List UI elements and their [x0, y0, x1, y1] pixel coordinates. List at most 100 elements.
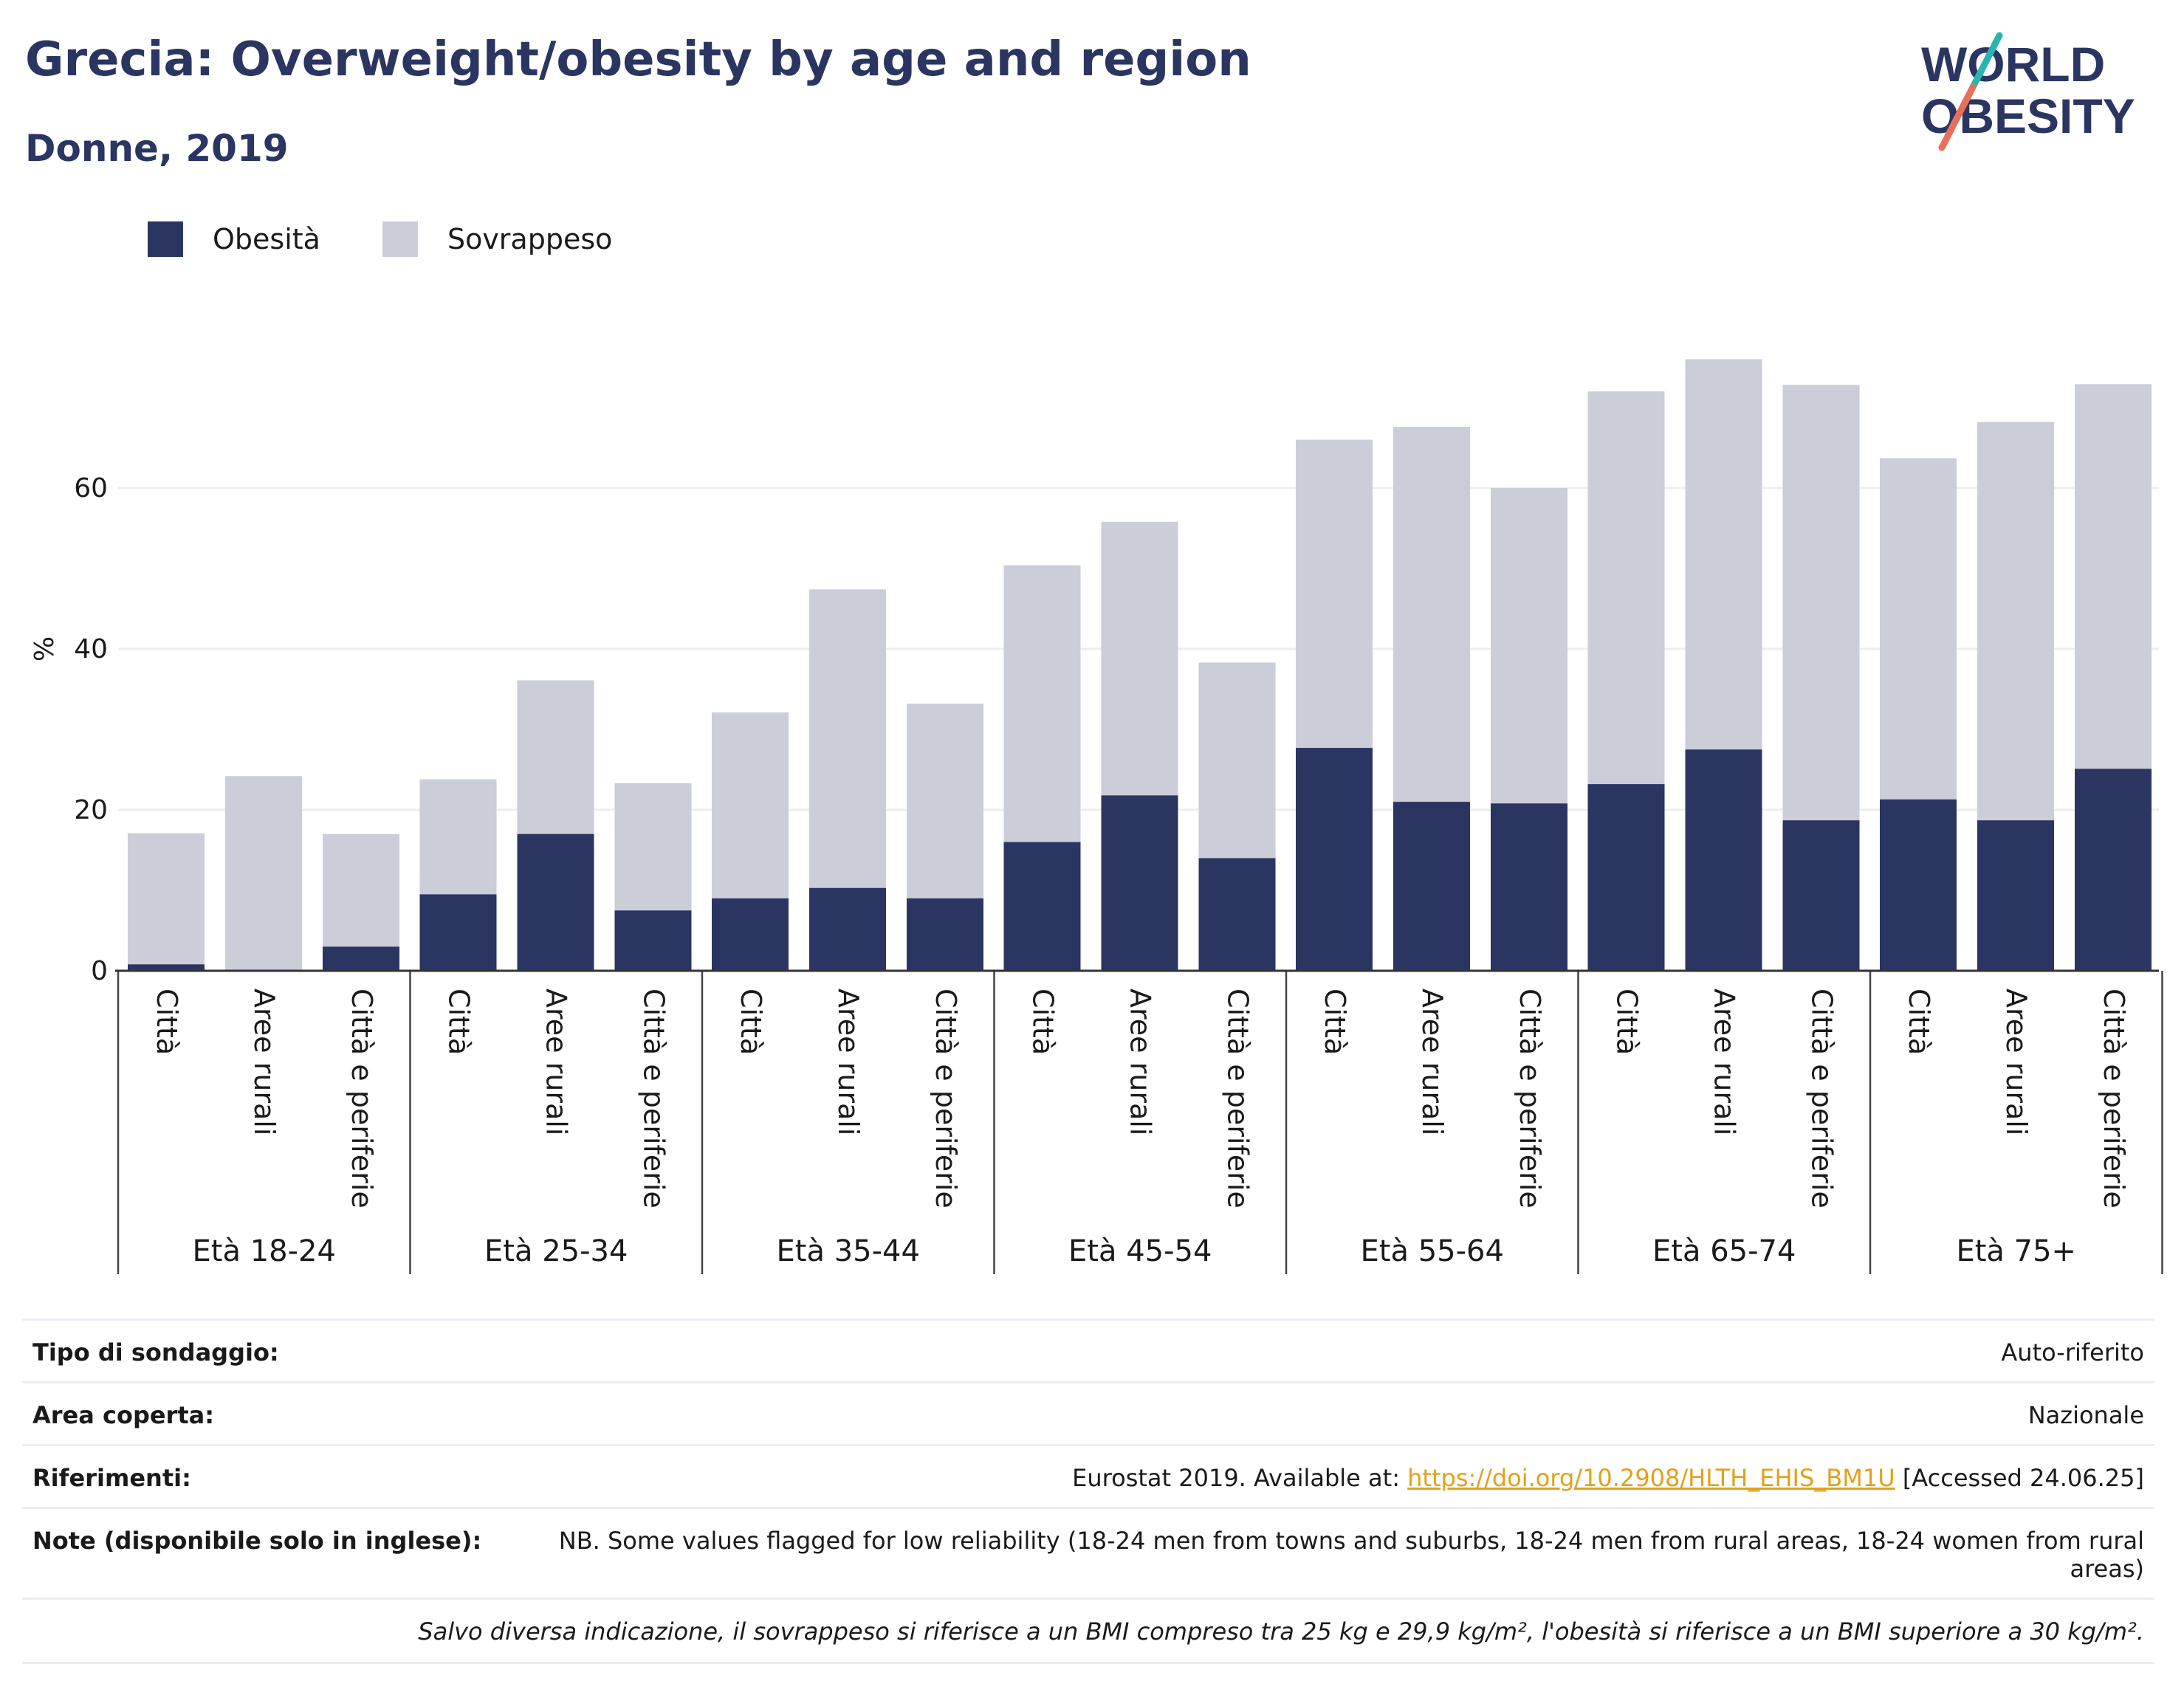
stacked-bar-chart: 0 20 40 60% Città Aree rurali Città e periferi…: [30, 359, 2163, 1274]
x-category-label: Città: [1611, 989, 1644, 1055]
bar-overweight[interactable]: [1587, 391, 1665, 785]
y-tick-label: 0: [91, 956, 108, 986]
bar-obesity[interactable]: [1393, 802, 1470, 971]
bar-overweight[interactable]: [809, 589, 886, 888]
x-category-label: Aree rurali: [248, 989, 281, 1135]
bar-obesity[interactable]: [419, 894, 497, 971]
bar-overweight[interactable]: [419, 779, 497, 895]
bar-overweight[interactable]: [1782, 385, 1860, 821]
info-row-area: Area coperta: Nazionale: [22, 1381, 2154, 1444]
bar-overweight[interactable]: [1491, 488, 1567, 804]
bar-overweight[interactable]: [614, 783, 692, 911]
y-tick-label: 60: [74, 473, 108, 503]
references-link[interactable]: https://doi.org/10.2908/HLTH_EHIS_BM1U: [1407, 1464, 1895, 1492]
bar-obesity[interactable]: [1101, 795, 1178, 971]
bar-obesity[interactable]: [1782, 820, 1860, 971]
bar-obesity[interactable]: [1685, 749, 1762, 971]
legend-swatch-obesity: [148, 221, 183, 257]
x-category-label: Città e periferie: [1514, 989, 1546, 1208]
area-key: Area coperta:: [32, 1401, 215, 1429]
x-category-label: Aree rurali: [1416, 989, 1449, 1135]
logo-line1: WORLD: [1921, 37, 2105, 92]
bar-overweight[interactable]: [2075, 384, 2152, 769]
bar-overweight[interactable]: [1393, 427, 1470, 802]
x-category-label: Città: [1319, 989, 1351, 1055]
x-group-label: Età 25-34: [484, 1234, 628, 1268]
y-tick-label: 40: [74, 634, 108, 664]
bar-obesity[interactable]: [517, 833, 594, 971]
survey-type-value: Auto-riferito: [2001, 1338, 2144, 1366]
bar-overweight[interactable]: [712, 712, 789, 898]
legend-label-obesity: Obesità: [213, 223, 320, 255]
x-category-label: Città: [1903, 989, 1935, 1055]
x-group-label: Età 75+: [1956, 1234, 2076, 1268]
footnote: Salvo diversa indicazione, il sovrappeso…: [22, 1598, 2154, 1664]
x-category-label: Aree rurali: [2000, 989, 2033, 1135]
bar-obesity[interactable]: [2075, 769, 2152, 971]
survey-type-key: Tipo di sondaggio:: [32, 1338, 279, 1366]
references-prefix: Eurostat 2019. Available at:: [1072, 1464, 1408, 1492]
legend-item-overweight[interactable]: Sovrappeso: [382, 221, 612, 257]
chart-subtitle: Donne, 2019: [25, 127, 289, 170]
x-category-label: Aree rurali: [1709, 989, 1741, 1135]
bar-obesity[interactable]: [809, 887, 886, 971]
x-group-label: Età 18-24: [193, 1234, 336, 1268]
bar-obesity[interactable]: [1587, 784, 1665, 971]
x-group-label: Età 35-44: [777, 1234, 920, 1268]
x-category-label: Aree rurali: [832, 989, 865, 1135]
x-category-label: Città: [1027, 989, 1060, 1055]
bar-overweight[interactable]: [1880, 458, 1957, 800]
bar-obesity[interactable]: [1296, 748, 1373, 971]
info-row-references: Riferimenti: Eurostat 2019. Available at…: [22, 1444, 2154, 1507]
bar-overweight[interactable]: [1003, 565, 1081, 842]
bar-overweight[interactable]: [323, 833, 399, 947]
bar-obesity[interactable]: [323, 946, 399, 971]
chart-title: Grecia: Overweight/obesity by age and re…: [25, 32, 1251, 87]
x-category-label: Città e periferie: [346, 989, 378, 1208]
bar-overweight[interactable]: [1101, 521, 1178, 796]
bar-obesity[interactable]: [712, 898, 789, 971]
chart-legend: Obesità Sovrappeso: [148, 219, 674, 260]
bar-overweight[interactable]: [1296, 439, 1373, 749]
world-obesity-logo: WORLD OBESITY: [1921, 32, 2135, 151]
info-row-survey-type: Tipo di sondaggio: Auto-riferito: [22, 1318, 2154, 1381]
x-group-label: Età 65-74: [1652, 1234, 1796, 1268]
x-category-label: Aree rurali: [1124, 989, 1157, 1135]
x-category-label: Aree rurali: [540, 989, 573, 1135]
bar-obesity[interactable]: [907, 898, 983, 971]
bar-obesity[interactable]: [1198, 858, 1276, 971]
x-category-label: Città e periferie: [1222, 989, 1254, 1208]
legend-item-obesity[interactable]: Obesità: [148, 221, 320, 257]
bar-overweight[interactable]: [1198, 662, 1276, 859]
bar-obesity[interactable]: [1977, 820, 2054, 971]
x-category-label: Città e periferie: [1806, 989, 1838, 1208]
legend-label-overweight: Sovrappeso: [447, 223, 613, 255]
info-table: Tipo di sondaggio: Auto-riferito Area co…: [22, 1318, 2154, 1664]
notes-value: NB. Some values flagged for low reliabil…: [558, 1527, 2144, 1583]
x-category-label: Città: [151, 989, 183, 1055]
bar-obesity[interactable]: [1003, 842, 1081, 971]
x-category-label: Città e periferie: [2098, 989, 2130, 1208]
y-tick-label: 20: [74, 795, 108, 825]
bar-overweight[interactable]: [225, 776, 302, 971]
x-group-label: Età 45-54: [1068, 1234, 1212, 1268]
bar-overweight[interactable]: [1977, 422, 2054, 821]
x-category-label: Città e periferie: [930, 989, 962, 1208]
bar-obesity[interactable]: [1491, 803, 1567, 971]
logo-slash-coral: [1938, 83, 1977, 151]
bar-obesity[interactable]: [128, 964, 205, 971]
y-axis-label: %: [30, 636, 60, 661]
bar-overweight[interactable]: [517, 680, 594, 834]
bar-overweight[interactable]: [1685, 359, 1762, 750]
bar-overweight[interactable]: [907, 704, 983, 898]
bar-obesity[interactable]: [1880, 799, 1957, 971]
bar-obesity[interactable]: [614, 910, 692, 971]
info-row-notes: Note (disponibile solo in inglese): NB. …: [22, 1507, 2154, 1598]
bar-overweight[interactable]: [128, 833, 205, 965]
legend-swatch-overweight: [382, 221, 418, 257]
notes-key: Note (disponibile solo in inglese):: [32, 1527, 482, 1555]
references-value: Eurostat 2019. Available at: https://doi…: [1072, 1464, 2144, 1492]
x-category-label: Città: [443, 989, 475, 1055]
logo-slash-teal: [1969, 32, 2003, 91]
x-group-label: Età 55-64: [1361, 1234, 1504, 1268]
